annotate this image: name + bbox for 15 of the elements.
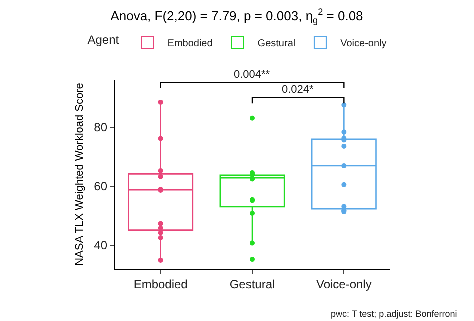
annotation: 0.024* (282, 84, 315, 96)
y-tick-label: 80 (94, 120, 108, 134)
legend-label: Gestural (258, 38, 296, 50)
x-tick-label: Voice-only (316, 278, 372, 292)
x-tick-label: Gestural (230, 278, 276, 292)
x-tick-label: Embodied (134, 278, 188, 292)
text: pwc: T test; p.adjust: Bonferroni (331, 309, 458, 319)
chart-title: Anova, F(2,20) = 7.79, p = 0.003, η$_{g}$$^{2}$ = 0.08 (110, 7, 364, 26)
y-tick-label: 40 (94, 238, 108, 253)
legend-label: Embodied (168, 38, 213, 50)
y-axis-title: NASA TLX Weighted Workload Score (74, 83, 86, 266)
legend-label: Voice-only (340, 38, 387, 50)
annotation: 0.004** (234, 69, 271, 81)
legend-title: Agent (88, 32, 120, 47)
y-tick-label: 60 (94, 180, 108, 194)
